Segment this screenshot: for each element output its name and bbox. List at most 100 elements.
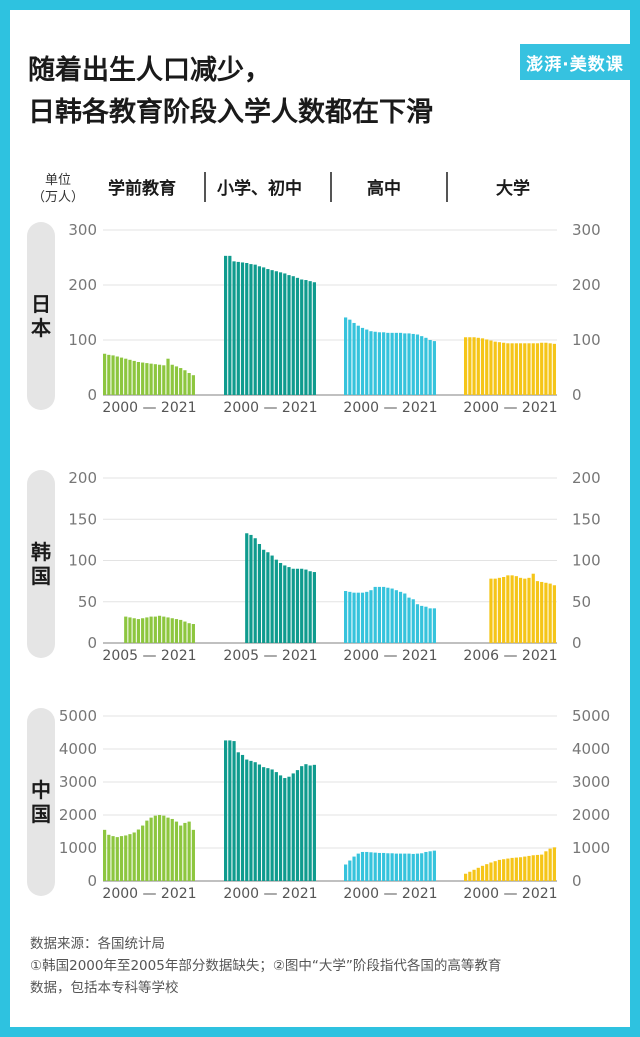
- bar: [348, 860, 352, 881]
- bar: [249, 534, 253, 643]
- bar: [270, 769, 274, 881]
- bar: [274, 559, 278, 643]
- bar: [472, 869, 476, 881]
- bar: [360, 592, 365, 643]
- y-tick-label-right: 200: [572, 469, 601, 487]
- bar: [352, 592, 356, 643]
- y-tick-label-right: 100: [572, 552, 601, 570]
- y-tick-label-left: 100: [68, 331, 97, 349]
- y-tick-label-right: 2000: [572, 806, 610, 824]
- bar: [291, 568, 295, 643]
- bar: [369, 331, 373, 395]
- bar: [253, 264, 257, 395]
- bar: [527, 577, 531, 643]
- bar: [480, 865, 485, 881]
- bar: [424, 337, 428, 395]
- bar: [132, 618, 136, 643]
- brand-logo: 澎湃·美数课: [520, 44, 630, 80]
- bar: [183, 370, 187, 395]
- column-divider: [446, 172, 448, 202]
- bar: [153, 616, 157, 643]
- bar: [145, 363, 149, 395]
- bar: [373, 331, 377, 395]
- bar: [283, 273, 287, 395]
- bar: [510, 575, 514, 643]
- column-divider: [204, 172, 206, 202]
- bar: [274, 772, 278, 881]
- bar: [245, 263, 249, 395]
- bar: [420, 605, 424, 644]
- bar: [183, 822, 187, 881]
- bar: [377, 586, 382, 643]
- bar: [531, 855, 535, 881]
- bar: [527, 343, 531, 395]
- country-tab-korea: 韩国: [27, 470, 55, 658]
- bar: [304, 569, 308, 643]
- bar: [128, 617, 132, 643]
- source-note: 数据来源：各国统计局 ①韩国2000年至2005年部分数据缺失；②图中“大学”阶…: [30, 933, 610, 999]
- bar: [266, 768, 270, 881]
- bar: [352, 856, 356, 881]
- x-axis-label: 2000 — 2021: [463, 400, 557, 416]
- bar: [187, 623, 191, 643]
- bar: [502, 342, 506, 395]
- bar: [476, 337, 480, 395]
- x-axis-label: 2000 — 2021: [343, 400, 437, 416]
- bar: [407, 853, 411, 881]
- bar: [262, 267, 266, 395]
- x-axis-label: 2000 — 2021: [343, 648, 437, 664]
- bar: [179, 825, 183, 881]
- y-tick-label-left: 150: [68, 510, 97, 528]
- bar: [407, 333, 411, 395]
- bar: [283, 565, 287, 643]
- bar: [183, 621, 187, 643]
- bar: [485, 864, 489, 881]
- bar: [149, 616, 153, 643]
- bar: [266, 269, 270, 395]
- bar: [356, 592, 360, 643]
- bar: [145, 617, 149, 643]
- bar: [132, 360, 136, 395]
- bar: [518, 343, 523, 395]
- bar: [287, 567, 291, 643]
- y-tick-label-right: 4000: [572, 740, 610, 758]
- bar: [162, 365, 166, 395]
- y-tick-label-left: 100: [68, 552, 97, 570]
- bar: [531, 343, 535, 395]
- bar: [476, 867, 480, 881]
- bar: [415, 853, 420, 881]
- bar: [394, 853, 398, 881]
- bar: [232, 741, 236, 881]
- y-tick-label-left: 50: [78, 593, 97, 611]
- page-title: 随着出生人口减少， 日韩各教育阶段入学人数都在下滑: [28, 50, 433, 134]
- unit-line-1: 单位: [45, 173, 72, 188]
- bar: [300, 279, 304, 395]
- bar: [382, 852, 386, 881]
- source-line-2: ①韩国2000年至2005年部分数据缺失；②图中“大学”阶段指代各国的高等教育: [30, 958, 502, 974]
- bar: [295, 277, 300, 395]
- y-tick-label-left: 2000: [59, 806, 97, 824]
- bar: [162, 815, 166, 881]
- bar: [382, 586, 386, 643]
- bar: [191, 624, 195, 643]
- bar: [174, 366, 179, 395]
- bar: [187, 373, 191, 395]
- bar: [403, 333, 407, 395]
- bar: [548, 583, 552, 643]
- x-axis-label: 2000 — 2021: [102, 400, 196, 416]
- bar: [266, 552, 270, 643]
- bar: [270, 270, 274, 395]
- bar: [365, 851, 369, 881]
- y-tick-label-right: 5000: [572, 707, 610, 725]
- bar: [544, 851, 548, 881]
- bar: [493, 861, 497, 881]
- bar: [365, 591, 369, 643]
- bar: [141, 362, 145, 395]
- bar: [170, 818, 174, 881]
- bar: [278, 775, 283, 881]
- unit-line-2: （万人）: [32, 190, 85, 205]
- title-line-1: 随着出生人口减少，: [28, 55, 271, 86]
- bar: [489, 340, 493, 395]
- bar: [548, 848, 552, 881]
- x-axis-label: 2005 — 2021: [102, 648, 196, 664]
